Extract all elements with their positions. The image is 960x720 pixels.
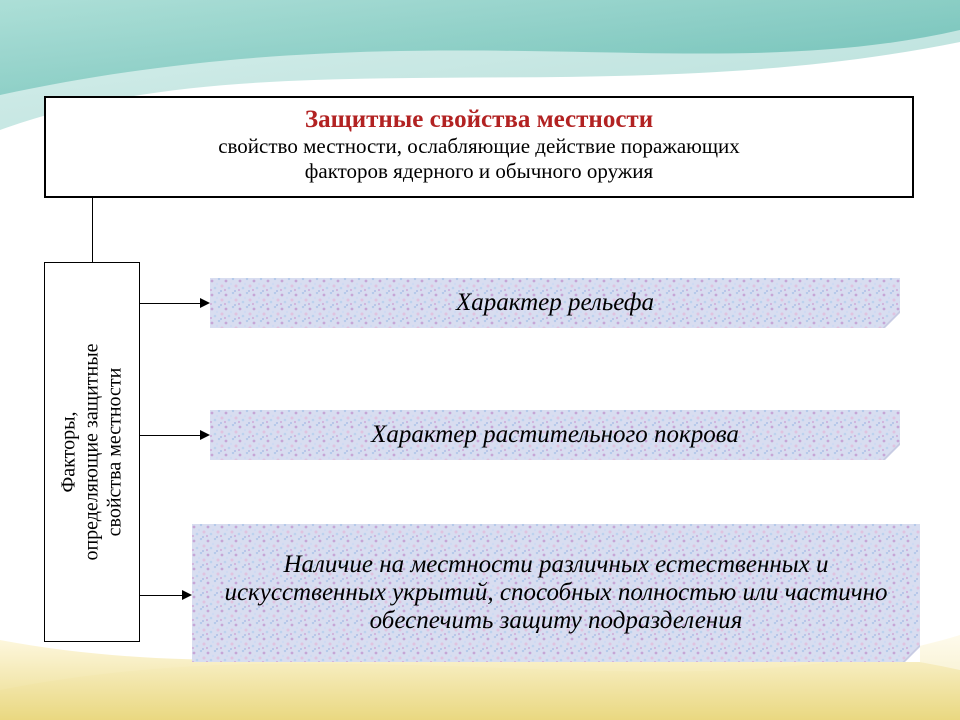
factor-text-0: Характер рельефа: [456, 289, 654, 317]
header-box: Защитные свойства местности свойство мес…: [44, 96, 914, 198]
sidebar-line-2: определяющие защитные: [81, 343, 104, 560]
arrow-head-0: [200, 298, 210, 308]
header-subtitle-2: факторов ядерного и обычного оружия: [58, 159, 900, 184]
sidebar-line-1: Факторы,: [58, 343, 81, 560]
arrow-line-0: [140, 303, 208, 304]
factor-box-0: Характер рельефа: [210, 278, 900, 328]
factor-box-1: Характер растительного покрова: [210, 410, 900, 460]
header-title: Защитные свойства местности: [58, 106, 900, 134]
sidebar-label-box: Факторы, определяющие защитные свойства …: [44, 262, 140, 642]
arrow-line-1: [140, 435, 208, 436]
sidebar-line-3: свойства местности: [104, 343, 127, 560]
arrow-head-2: [182, 590, 192, 600]
factor-text-1: Характер растительного покрова: [371, 421, 739, 449]
header-subtitle-1: свойство местности, ослабляющие действие…: [58, 134, 900, 159]
factor-box-2: Наличие на местности различных естествен…: [192, 524, 920, 662]
factor-text-2: Наличие на местности различных естествен…: [206, 551, 906, 635]
sidebar-label: Факторы, определяющие защитные свойства …: [58, 343, 127, 560]
arrow-head-1: [200, 430, 210, 440]
diagram-content: Защитные свойства местности свойство мес…: [0, 0, 960, 720]
